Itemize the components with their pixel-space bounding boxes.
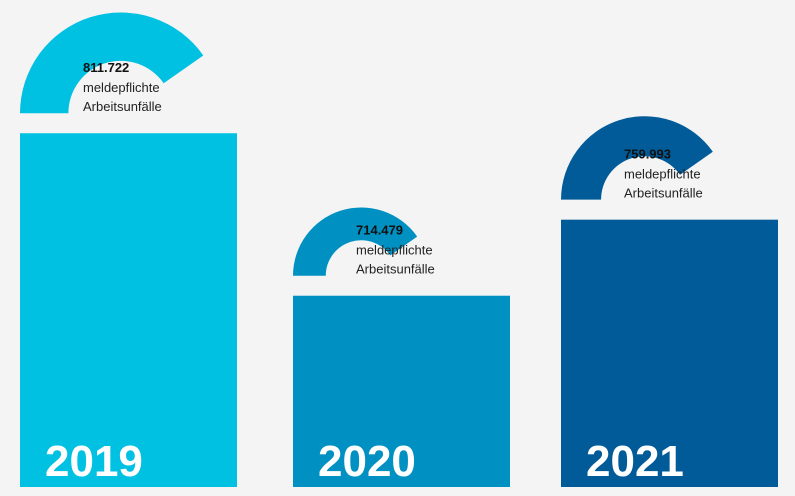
label-line: meldepflichte xyxy=(624,167,701,182)
year-label: 2019 xyxy=(45,437,143,486)
label-line: Arbeitsunfälle xyxy=(83,99,162,114)
value-label: 714.479 xyxy=(356,223,403,238)
year-label: 2020 xyxy=(318,437,416,486)
bar xyxy=(293,295,510,487)
value-label: 759.993 xyxy=(624,147,671,162)
label-line: Arbeitsunfälle xyxy=(624,186,703,201)
bar xyxy=(20,133,237,488)
label-line: Arbeitsunfälle xyxy=(356,262,435,277)
label-line: meldepflichte xyxy=(83,80,160,95)
label-line: meldepflichte xyxy=(356,243,433,258)
arc-decoration xyxy=(20,12,204,114)
bar xyxy=(561,219,778,488)
arc-decoration xyxy=(561,116,713,200)
value-label: 811.722 xyxy=(83,60,129,75)
arc-decoration xyxy=(293,207,418,276)
year-label: 2021 xyxy=(586,437,684,486)
